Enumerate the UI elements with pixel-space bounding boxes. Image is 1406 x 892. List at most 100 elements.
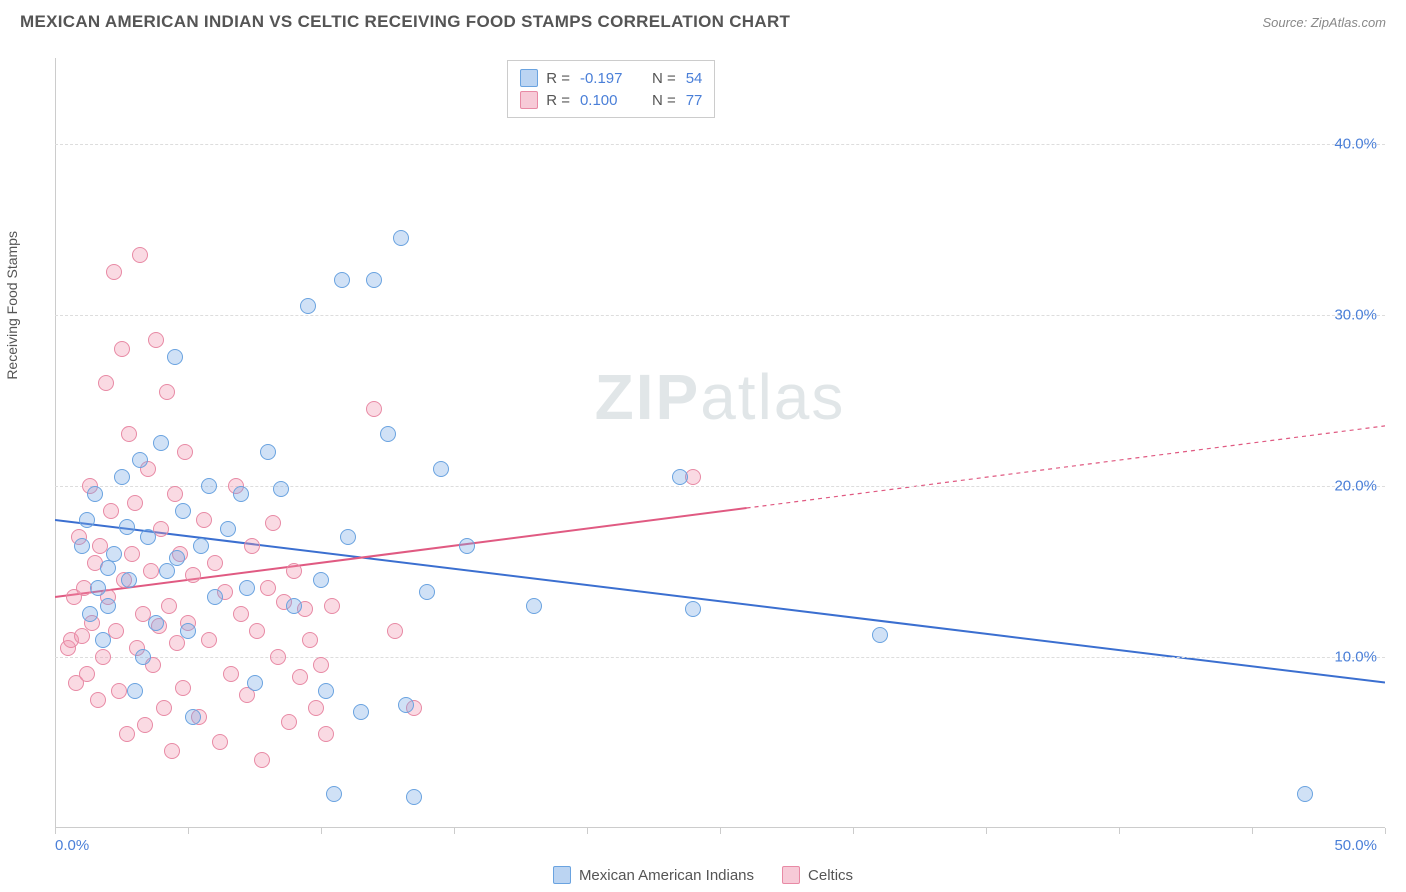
watermark-rest: atlas	[700, 361, 845, 433]
blue-point	[180, 623, 196, 639]
blue-point	[79, 512, 95, 528]
y-axis-label: Receiving Food Stamps	[4, 231, 20, 380]
legend-swatch	[782, 866, 800, 884]
pink-point	[98, 375, 114, 391]
blue-point	[74, 538, 90, 554]
blue-point	[433, 461, 449, 477]
x-tick	[321, 828, 322, 834]
legend-item: Celtics	[782, 866, 853, 884]
legend-item: Mexican American Indians	[553, 866, 754, 884]
pink-point	[119, 726, 135, 742]
pink-point	[244, 538, 260, 554]
x-tick	[853, 828, 854, 834]
pink-point	[79, 666, 95, 682]
blue-point	[247, 675, 263, 691]
pink-point	[106, 264, 122, 280]
gridline	[55, 486, 1385, 487]
blue-point	[1297, 786, 1313, 802]
pink-point	[270, 649, 286, 665]
blue-point	[121, 572, 137, 588]
gridline	[55, 315, 1385, 316]
blue-point	[153, 435, 169, 451]
pink-point	[313, 657, 329, 673]
pink-point	[201, 632, 217, 648]
blue-point	[672, 469, 688, 485]
blue-point	[148, 615, 164, 631]
blue-point	[167, 349, 183, 365]
y-tick-label: 10.0%	[1334, 648, 1377, 665]
blue-point	[685, 601, 701, 617]
pink-point	[177, 444, 193, 460]
pink-point	[167, 486, 183, 502]
x-tick	[188, 828, 189, 834]
r-value: -0.197	[580, 70, 634, 87]
pink-point	[103, 503, 119, 519]
pink-point	[121, 426, 137, 442]
stats-row: R =-0.197N =54	[520, 67, 702, 89]
pink-point	[260, 580, 276, 596]
x-tick	[1119, 828, 1120, 834]
pink-point	[74, 628, 90, 644]
blue-point	[114, 469, 130, 485]
pink-point	[196, 512, 212, 528]
legend-label: Celtics	[808, 867, 853, 884]
blue-point	[175, 503, 191, 519]
pink-point	[265, 515, 281, 531]
pink-point	[95, 649, 111, 665]
chart-area: ZIPatlas R =-0.197N =54R =0.100N =77 10.…	[55, 58, 1385, 828]
x-tick	[720, 828, 721, 834]
blue-point	[318, 683, 334, 699]
blue-point	[313, 572, 329, 588]
pink-point	[127, 495, 143, 511]
gridline	[55, 657, 1385, 658]
x-tick	[587, 828, 588, 834]
y-tick-label: 30.0%	[1334, 306, 1377, 323]
blue-point	[380, 426, 396, 442]
blue-point	[127, 683, 143, 699]
gridline	[55, 144, 1385, 145]
blue-point	[334, 272, 350, 288]
x-axis-start-label: 0.0%	[55, 837, 89, 854]
pink-point	[185, 567, 201, 583]
blue-point	[140, 529, 156, 545]
blue-point	[393, 230, 409, 246]
pink-point	[254, 752, 270, 768]
blue-point	[353, 704, 369, 720]
blue-point	[135, 649, 151, 665]
blue-point	[872, 627, 888, 643]
blue-point	[340, 529, 356, 545]
plot-region: ZIPatlas R =-0.197N =54R =0.100N =77 10.…	[55, 58, 1385, 828]
x-axis-end-label: 50.0%	[1334, 837, 1377, 854]
blue-point	[119, 519, 135, 535]
pink-point	[124, 546, 140, 562]
pink-point	[143, 563, 159, 579]
pink-point	[148, 332, 164, 348]
y-axis-line	[55, 58, 56, 828]
n-label: N =	[652, 92, 676, 109]
blue-point	[90, 580, 106, 596]
blue-point	[207, 589, 223, 605]
blue-point	[366, 272, 382, 288]
pink-point	[161, 598, 177, 614]
pink-trend-line-dashed	[747, 426, 1385, 508]
pink-point	[308, 700, 324, 716]
legend-swatch	[553, 866, 571, 884]
blue-point	[526, 598, 542, 614]
blue-point	[185, 709, 201, 725]
pink-point	[292, 669, 308, 685]
blue-point	[286, 598, 302, 614]
pink-point	[137, 717, 153, 733]
pink-point	[156, 700, 172, 716]
blue-point	[132, 452, 148, 468]
blue-point	[398, 697, 414, 713]
pink-point	[212, 734, 228, 750]
x-tick	[1252, 828, 1253, 834]
blue-point	[87, 486, 103, 502]
pink-point	[132, 247, 148, 263]
pink-point	[164, 743, 180, 759]
source-label: Source: ZipAtlas.com	[1262, 15, 1386, 30]
watermark: ZIPatlas	[595, 360, 846, 434]
pink-point	[318, 726, 334, 742]
blue-point	[100, 598, 116, 614]
pink-point	[111, 683, 127, 699]
